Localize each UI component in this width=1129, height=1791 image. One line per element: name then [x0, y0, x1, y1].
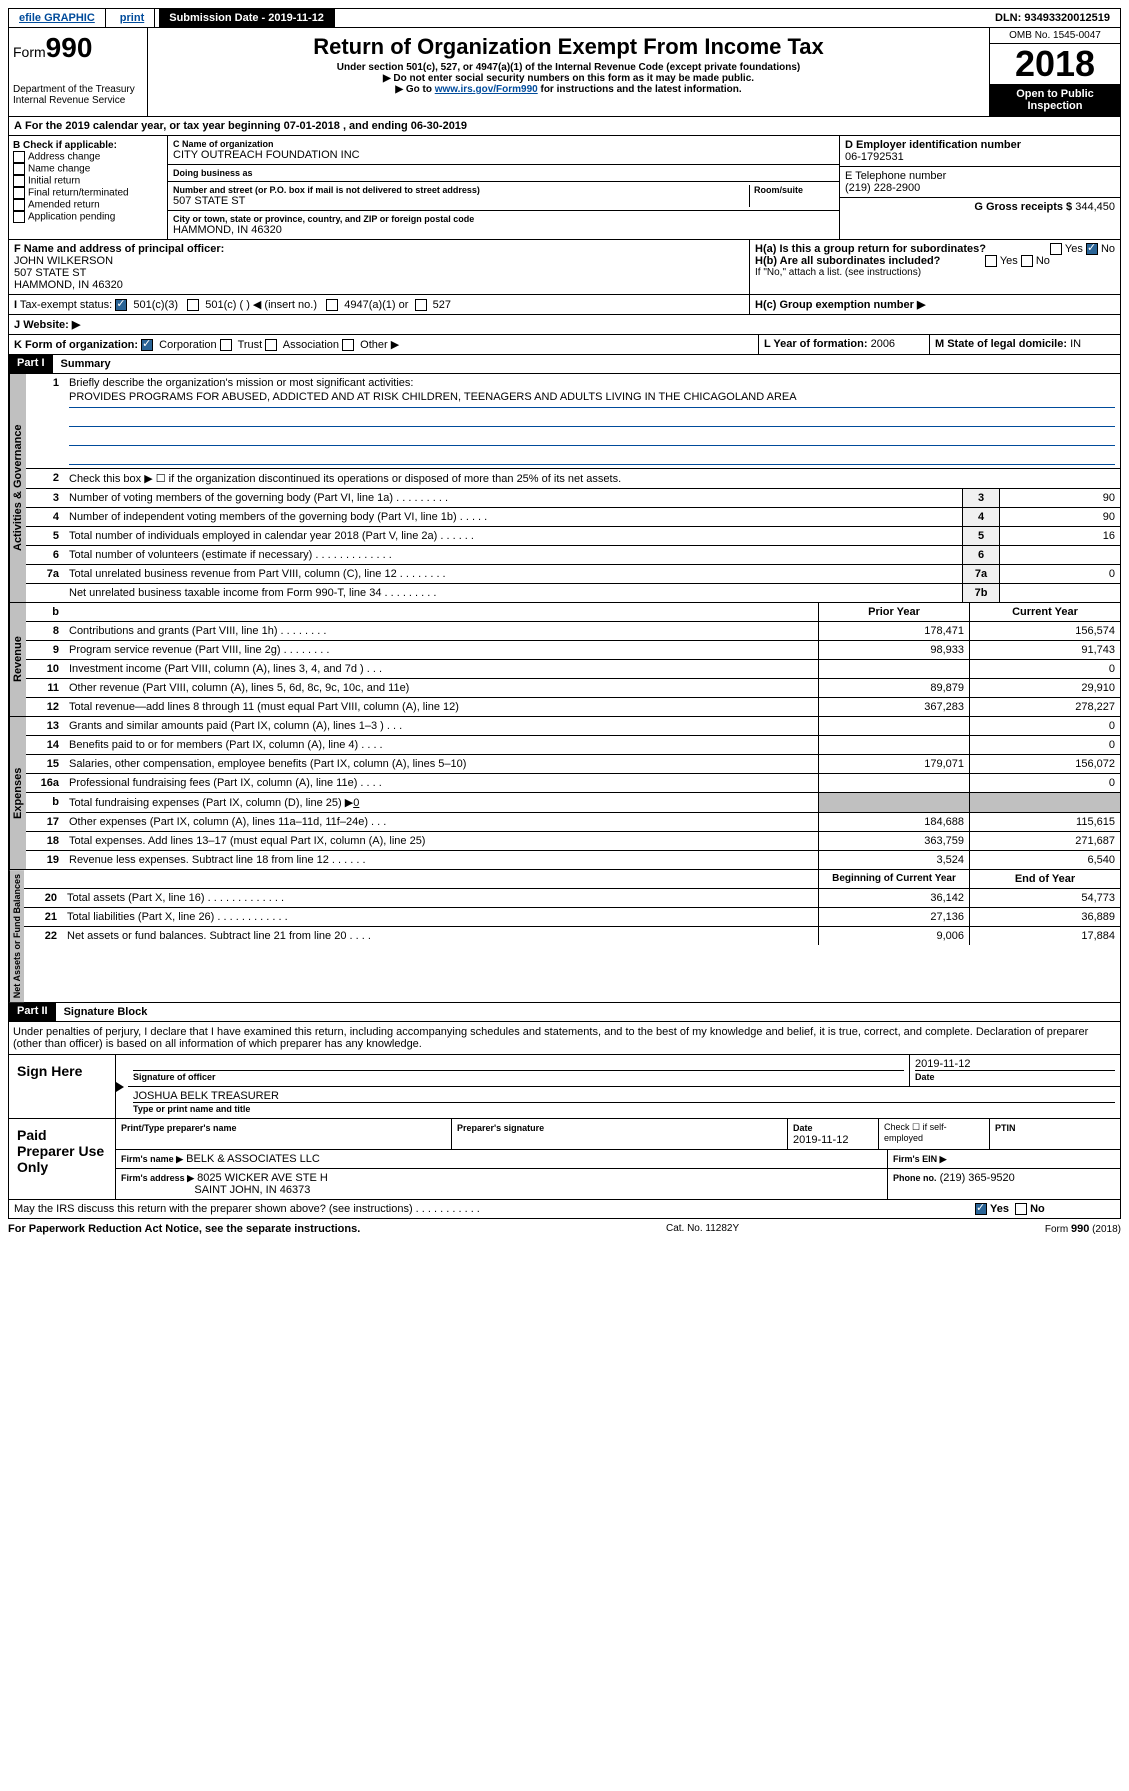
row-J: J Website: ▶	[8, 315, 1121, 335]
officer-name-title: JOSHUA BELK TREASURER	[133, 1090, 1115, 1103]
tab-revenue: Revenue	[9, 603, 26, 716]
dln: DLN: 93493320012519	[985, 9, 1120, 27]
mission: PROVIDES PROGRAMS FOR ABUSED, ADDICTED A…	[69, 389, 1115, 408]
block-FH: F Name and address of principal officer:…	[8, 240, 1121, 295]
row-KLM: K Form of organization: Corporation Trus…	[8, 335, 1121, 355]
block-BCDE: B Check if applicable: Address change Na…	[8, 136, 1121, 240]
dept: Department of the Treasury Internal Reve…	[13, 84, 143, 106]
irs-link[interactable]: www.irs.gov/Form990	[435, 84, 538, 95]
col-C: C Name of organizationCITY OUTREACH FOUN…	[168, 136, 839, 239]
omb: OMB No. 1545-0047	[990, 28, 1120, 44]
row-I: I Tax-exempt status: 501(c)(3) 501(c) ( …	[8, 295, 1121, 315]
governance-block: Activities & Governance 1 Briefly descri…	[8, 374, 1121, 603]
efile-link[interactable]: efile GRAPHIC	[9, 9, 106, 27]
opt-amended[interactable]: Amended return	[13, 199, 163, 211]
tab-governance: Activities & Governance	[9, 374, 26, 602]
city: HAMMOND, IN 46320	[173, 224, 834, 236]
netassets-block: Net Assets or Fund Balances Beginning of…	[8, 870, 1121, 1003]
opt-initial[interactable]: Initial return	[13, 175, 163, 187]
v6	[999, 546, 1120, 564]
part1-header: Part I Summary	[8, 355, 1121, 374]
tab-netassets: Net Assets or Fund Balances	[9, 870, 24, 1002]
form-title: Return of Organization Exempt From Incom…	[152, 34, 985, 60]
inspection: Open to Public Inspection	[990, 84, 1120, 116]
tab-expenses: Expenses	[9, 717, 26, 869]
cb-501c3[interactable]	[115, 299, 127, 311]
phone: (219) 228-2900	[845, 182, 1115, 194]
print-link[interactable]: print	[110, 9, 155, 27]
opt-pending[interactable]: Application pending	[13, 211, 163, 223]
paid-preparer-label: Paid Preparer Use Only	[9, 1119, 116, 1199]
officer-name: JOHN WILKERSON	[14, 255, 113, 267]
expenses-block: Expenses 13Grants and similar amounts pa…	[8, 717, 1121, 870]
v7b	[999, 584, 1120, 602]
form-header: Form990 Department of the Treasury Inter…	[8, 28, 1121, 117]
opt-name[interactable]: Name change	[13, 163, 163, 175]
street: 507 STATE ST	[173, 195, 749, 207]
year-formation: 2006	[871, 338, 895, 350]
v4: 90	[999, 508, 1120, 526]
part2-header: Part II Signature Block	[8, 1003, 1121, 1022]
firm-name: BELK & ASSOCIATES LLC	[186, 1153, 320, 1165]
subtitle-3: ▶ Go to www.irs.gov/Form990 for instruct…	[152, 84, 985, 95]
arrow-icon	[116, 1082, 124, 1092]
firm-phone: (219) 365-9520	[940, 1172, 1015, 1184]
revenue-block: Revenue bPrior YearCurrent Year 8Contrib…	[8, 603, 1121, 717]
subtitle-1: Under section 501(c), 527, or 4947(a)(1)…	[152, 62, 985, 73]
v5: 16	[999, 527, 1120, 545]
ein: 06-1792531	[845, 151, 1115, 163]
v7a: 0	[999, 565, 1120, 583]
v3: 90	[999, 489, 1120, 507]
sign-here-label: Sign Here	[9, 1055, 116, 1118]
submission-date: Submission Date - 2019-11-12	[159, 9, 335, 27]
section-A: A For the 2019 calendar year, or tax yea…	[8, 117, 1121, 136]
footer: For Paperwork Reduction Act Notice, see …	[8, 1219, 1121, 1239]
topbar: efile GRAPHIC print Submission Date - 20…	[8, 8, 1121, 28]
col-B: B Check if applicable: Address change Na…	[9, 136, 168, 239]
form-number: Form990	[13, 32, 143, 64]
gross-receipts: 344,450	[1075, 201, 1115, 213]
org-name: CITY OUTREACH FOUNDATION INC	[173, 149, 834, 161]
opt-address[interactable]: Address change	[13, 151, 163, 163]
perjury: Under penalties of perjury, I declare th…	[9, 1022, 1120, 1054]
domicile: IN	[1070, 338, 1081, 350]
col-DE: D Employer identification number06-17925…	[839, 136, 1120, 239]
subtitle-2: ▶ Do not enter social security numbers o…	[152, 73, 985, 84]
tax-year: 2018	[990, 44, 1120, 84]
signature-block: Under penalties of perjury, I declare th…	[8, 1022, 1121, 1219]
opt-final[interactable]: Final return/terminated	[13, 187, 163, 199]
